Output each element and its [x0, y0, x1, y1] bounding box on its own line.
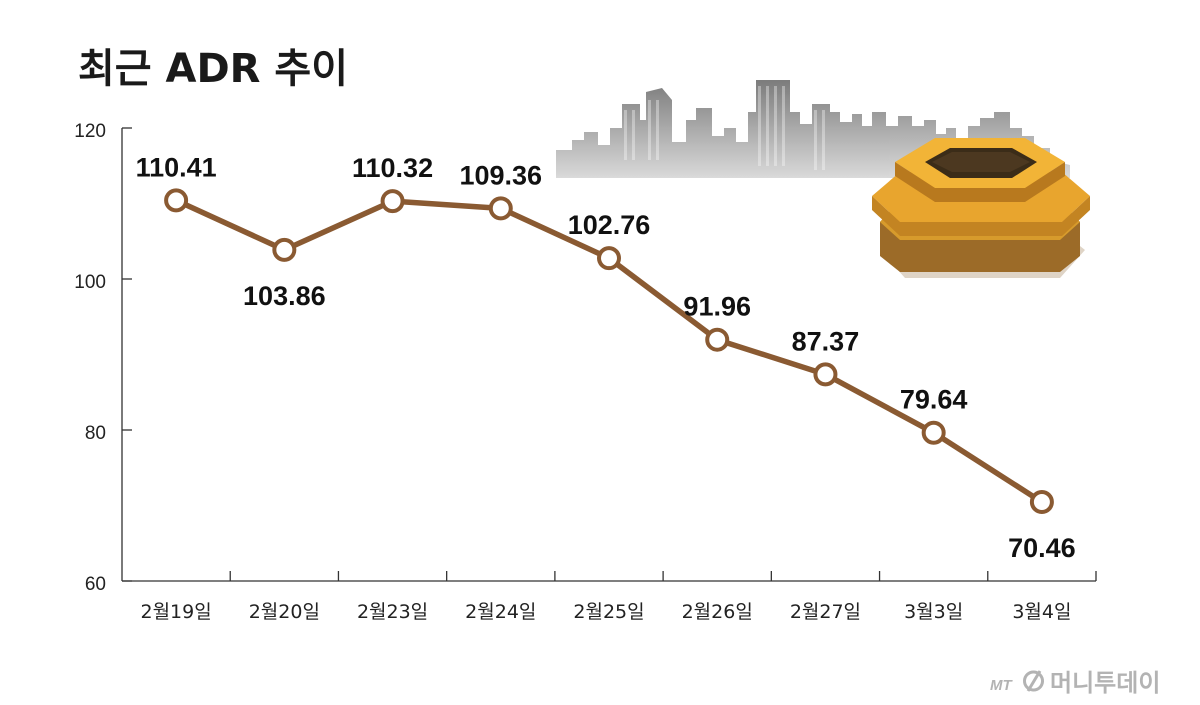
data-label: 91.96	[683, 292, 751, 322]
data-label: 79.64	[900, 385, 968, 415]
data-point	[1029, 490, 1054, 515]
data-point	[597, 246, 621, 271]
x-category-label: 2월27일	[790, 601, 861, 623]
logo-name: 머니투데이	[1050, 669, 1160, 697]
x-category-label: 3월4일	[1012, 601, 1071, 623]
data-label: 110.32	[352, 153, 433, 183]
data-point	[813, 362, 838, 387]
x-category-label: 2월26일	[682, 601, 753, 623]
x-category-label: 3월3일	[904, 601, 963, 623]
y-tick-label: 60	[85, 574, 106, 595]
y-tick-label: 120	[74, 121, 106, 142]
x-category-label: 2월25일	[573, 601, 644, 623]
data-point-markers	[164, 188, 1054, 515]
data-point	[380, 189, 405, 214]
data-point	[488, 196, 513, 221]
x-category-label: 2월23일	[357, 601, 428, 623]
x-category-label: 2월19일	[140, 601, 211, 623]
data-label: 87.37	[792, 326, 860, 356]
data-label: 70.46	[1008, 533, 1076, 563]
x-category-label: 2월24일	[465, 601, 536, 623]
chart-title: 최근 ADR 추이	[78, 46, 348, 92]
data-label: 102.76	[568, 210, 651, 240]
data-point	[921, 420, 946, 445]
y-tick-label: 100	[74, 272, 106, 293]
logo-mark: MT	[990, 677, 1013, 694]
data-label: 109.36	[459, 160, 542, 190]
data-point	[705, 327, 730, 352]
moneytoday-logo: MT 머니투데이	[990, 669, 1160, 697]
data-point	[164, 188, 189, 213]
logo-swoosh-icon	[1023, 670, 1044, 692]
data-label: 103.86	[243, 281, 326, 311]
data-labels: 110.41 103.86 110.32 109.36 102.76 91.96 87.37…	[136, 152, 1076, 563]
x-axis-ticks: 2월19일 2월20일 2월23일 2월24일 2월25일 2월26일 2월27일 3월3일 3…	[140, 571, 1097, 623]
data-point	[272, 237, 297, 262]
y-axis-ticks: 60 80 100 120	[74, 121, 132, 595]
brass-hexagonal-coin-illustration	[872, 138, 1090, 278]
data-label: 110.41	[136, 152, 217, 182]
x-category-label: 2월20일	[249, 601, 320, 623]
y-tick-label: 80	[85, 423, 106, 444]
